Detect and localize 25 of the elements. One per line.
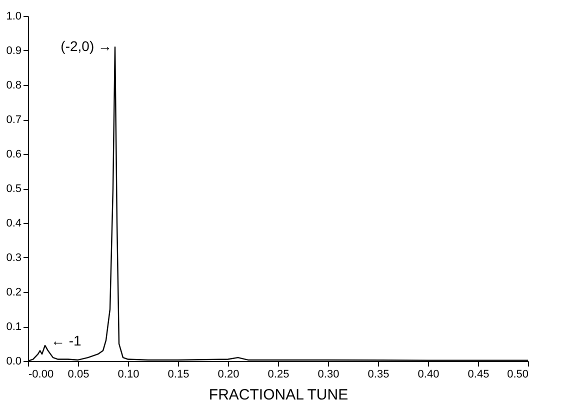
x-tick-label: 0.15 xyxy=(168,368,190,380)
x-tick-label: 0.10 xyxy=(118,368,140,380)
annotation: ← -1 xyxy=(51,332,82,348)
y-tick-label: 0.4 xyxy=(6,218,22,230)
y-tick-label: 1.0 xyxy=(6,10,22,22)
y-tick-label: 0.5 xyxy=(6,183,22,195)
x-tick-label: 0.30 xyxy=(318,368,340,380)
x-tick-label: 0.35 xyxy=(368,368,390,380)
x-axis-title: FRACTIONAL TUNE xyxy=(208,386,348,404)
x-tick-label: 0.45 xyxy=(468,368,490,380)
x-tick-label: 0.40 xyxy=(418,368,440,380)
y-tick-label: 0.6 xyxy=(6,148,22,160)
y-tick-label: 0.2 xyxy=(6,286,22,298)
x-tick-label: 0.20 xyxy=(218,368,240,380)
y-tick-label: 0.1 xyxy=(6,321,22,333)
annotation: (-2,0) → xyxy=(60,38,112,54)
x-tick-label: 0.25 xyxy=(268,368,290,380)
y-tick-label: 0.8 xyxy=(6,80,22,92)
y-tick-label: 0.0 xyxy=(6,356,22,368)
x-tick-label: -0.00 xyxy=(28,368,54,380)
x-tick-label: 0.50 xyxy=(507,368,528,380)
y-tick-label: 0.3 xyxy=(6,252,22,264)
y-tick-label: 0.7 xyxy=(6,114,22,126)
x-tick-label: 0.05 xyxy=(68,368,90,380)
y-tick-label: 0.9 xyxy=(6,45,22,57)
